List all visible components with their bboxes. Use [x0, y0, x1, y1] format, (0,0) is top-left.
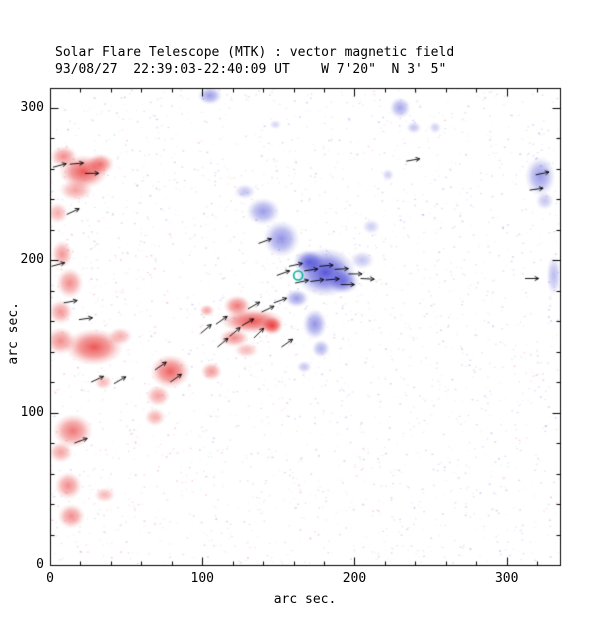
y-tick-label: 100: [20, 404, 44, 420]
chart-subtitle: 93/08/27 22:39:03-22:40:09 UT W 7'20" N …: [55, 62, 447, 77]
x-tick-label: 100: [190, 571, 214, 586]
x-tick-label: 300: [494, 571, 519, 586]
y-tick-label: 0: [36, 557, 44, 572]
x-tick-label: 200: [342, 571, 367, 586]
y-tick-label: 200: [20, 252, 44, 268]
y-axis-label: arc sec.: [6, 302, 21, 365]
chart-title: Solar Flare Telescope (MTK) : vector mag…: [55, 45, 455, 60]
y-tick-label: 300: [20, 99, 44, 115]
x-axis-label: arc sec.: [273, 592, 337, 607]
x-tick-label: 0: [46, 571, 54, 586]
